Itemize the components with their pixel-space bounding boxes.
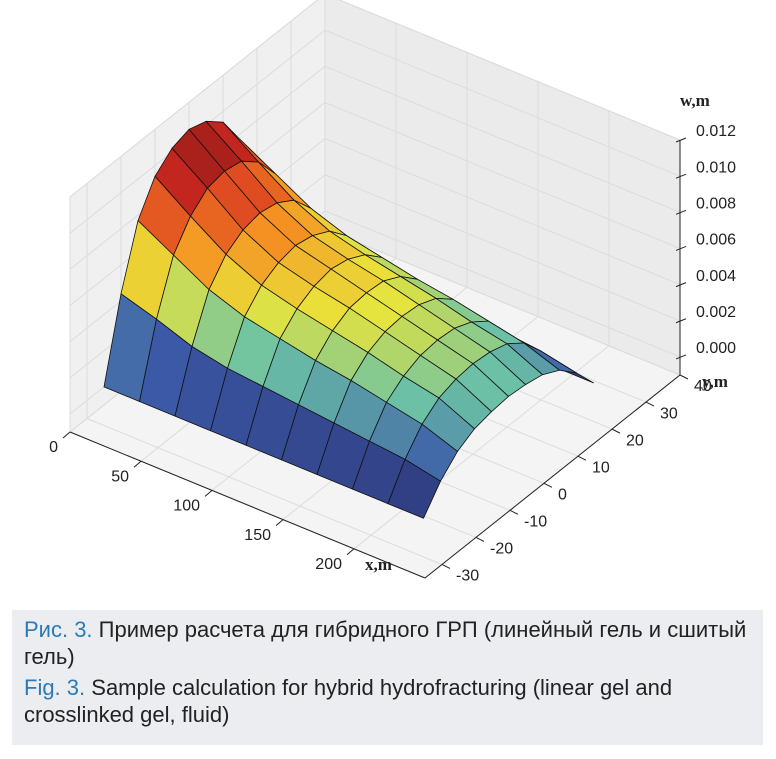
x-axis-label: x,m (365, 555, 392, 574)
z-tick-label: 0.002 (696, 304, 736, 321)
grid-line (86, 183, 443, 565)
y-axis (424, 374, 681, 579)
axes: 0 50 100 150 200 -30 -20 -10 0 10 20 30 40 0.000 0.002… (49, 91, 736, 585)
y-tick (509, 509, 519, 515)
surface-patch (387, 458, 441, 519)
z-tick (675, 209, 687, 215)
z-tick-label: 0.010 (696, 159, 736, 176)
caption: Рис. 3. Пример расчета для гибридного ГР… (12, 610, 763, 745)
y-tick-label: 40 (694, 378, 712, 395)
z-tick-label: 0.008 (696, 196, 736, 213)
y-tick-label: 0 (558, 486, 567, 503)
y-tick-label: 20 (626, 432, 644, 449)
x-tick (346, 548, 355, 556)
z-tick (675, 137, 687, 143)
grid-line (69, 29, 681, 234)
x-tick (275, 519, 284, 526)
caption-label: Fig. 3. (24, 675, 86, 700)
caption-text: Sample calculation for hybrid hydrofract… (24, 675, 673, 727)
x-tick-label: 150 (244, 527, 271, 544)
z-tick (675, 173, 687, 179)
y-tick (441, 564, 451, 569)
y-tick (543, 482, 553, 488)
z-tick-label: 0.000 (696, 340, 736, 357)
surface (103, 120, 594, 519)
y-tick (475, 536, 485, 542)
x-axis (69, 431, 426, 579)
y-tick-label: -10 (524, 514, 547, 531)
y-tick-label: -20 (490, 541, 513, 558)
z-tick (675, 318, 687, 324)
x-tick-label: 50 (111, 468, 129, 485)
y-tick (645, 401, 655, 407)
y-axis-label: y,m (702, 372, 728, 391)
z-axis-label: w,m (680, 91, 710, 110)
y-tick-label: 30 (660, 405, 678, 422)
z-tick (675, 354, 687, 360)
grid-line (69, 0, 681, 198)
x-tick (133, 460, 142, 468)
x-tick-label: 200 (315, 556, 342, 573)
x-tick (62, 431, 71, 439)
y-tick-label: -30 (456, 568, 479, 585)
y-tick-label: 10 (592, 459, 610, 476)
caption-text: Пример расчета для гибридного ГРП (линей… (24, 617, 747, 669)
z-tick (675, 245, 687, 251)
caption-en: Fig. 3. Sample calculation for hybrid hy… (24, 674, 751, 728)
z-tick-label: 0.012 (696, 123, 736, 140)
y-tick (577, 455, 587, 461)
z-tick-label: 0.006 (696, 232, 736, 249)
y-tick (611, 428, 621, 434)
chart: 0 50 100 150 200 -30 -20 -10 0 10 20 30 40 0.000 0.002… (49, 0, 736, 585)
x-tick (204, 490, 213, 497)
caption-label: Рис. 3. (24, 617, 93, 642)
x-tick-label: 0 (49, 439, 58, 456)
z-tick (675, 282, 687, 288)
z-tick-label: 0.004 (696, 268, 736, 285)
caption-ru: Рис. 3. Пример расчета для гибридного ГР… (24, 616, 751, 670)
x-tick-label: 100 (173, 498, 200, 515)
y-tick (679, 374, 689, 380)
